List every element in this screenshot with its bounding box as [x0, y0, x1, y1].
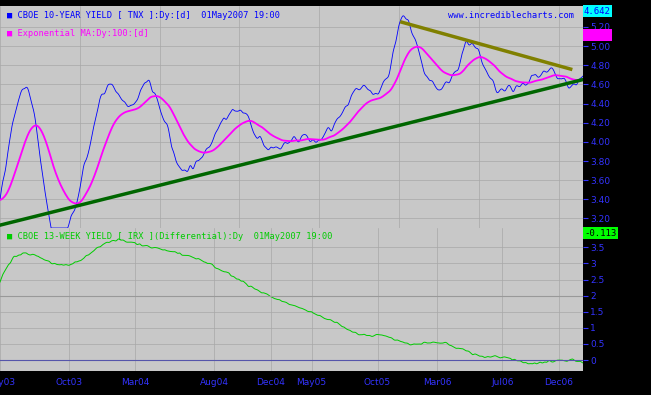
Text: -0.113: -0.113 [584, 229, 616, 238]
Text: ■ Exponential MA:Dy:100:[d]: ■ Exponential MA:Dy:100:[d] [7, 29, 148, 38]
Text: 4.642: 4.642 [584, 7, 611, 16]
Text: 4.666: 4.666 [584, 30, 611, 40]
Text: ■ CBOE 10-YEAR YIELD [ TNX ]:Dy:[d]  01May2007 19:00: ■ CBOE 10-YEAR YIELD [ TNX ]:Dy:[d] 01Ma… [7, 11, 280, 21]
Text: ■ CBOE 13-WEEK YIELD [ IRX ](Differential):Dy  01May2007 19:00: ■ CBOE 13-WEEK YIELD [ IRX ](Differentia… [7, 231, 333, 241]
Text: www.incrediblecharts.com: www.incrediblecharts.com [448, 11, 574, 21]
